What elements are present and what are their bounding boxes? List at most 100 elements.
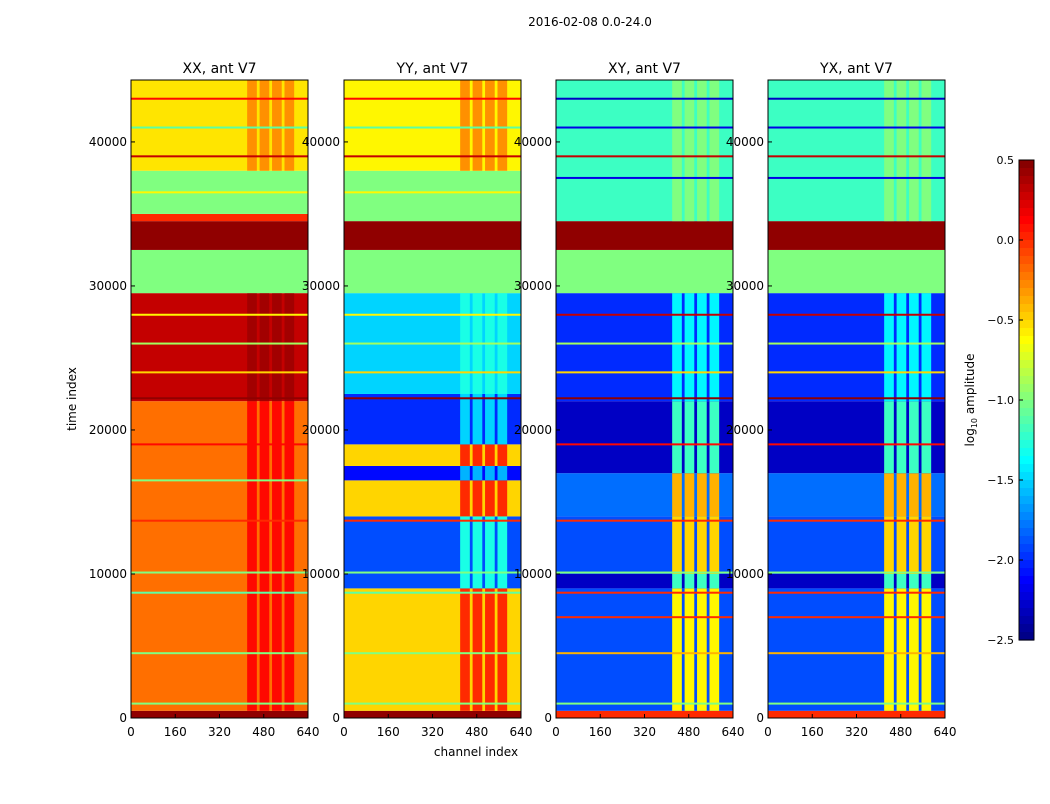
heatmap-rfi-block xyxy=(684,293,695,402)
heatmap-line xyxy=(131,652,308,655)
colorbar-segment xyxy=(1019,528,1034,537)
colorbar-segment xyxy=(1019,520,1034,529)
heatmap-rfi-block xyxy=(472,444,483,466)
panel-title: XY, ant V7 xyxy=(608,61,681,77)
heatmap-rfi-block xyxy=(672,516,682,574)
heatmap-rfi-block xyxy=(896,573,907,589)
x-tick-label: 0 xyxy=(340,725,348,739)
colorbar-segment xyxy=(1019,456,1034,465)
colorbar-segment xyxy=(1019,336,1034,345)
heatmap-panel: XX, ant V7 0 160 320 480 640 0 10000 20000 30000 4… xyxy=(89,61,320,739)
x-tick-label: 480 xyxy=(252,725,275,739)
heatmap-rfi-block xyxy=(896,516,907,574)
heatmap-line xyxy=(556,571,733,574)
x-tick-label: 640 xyxy=(297,725,320,739)
colorbar-tick-label: −2.0 xyxy=(987,554,1014,567)
colorbar-segment xyxy=(1019,304,1034,313)
y-tick-label: 20000 xyxy=(302,423,340,437)
colorbar-segment xyxy=(1019,632,1034,641)
heatmap-rfi-block xyxy=(460,480,470,517)
panel-title: YY, ant V7 xyxy=(396,61,469,77)
colorbar-segment xyxy=(1019,264,1034,273)
x-tick-label: 480 xyxy=(889,725,912,739)
heatmap-rfi-block xyxy=(697,401,707,474)
colorbar-label-sub: 10 xyxy=(970,418,979,428)
heatmap-rfi-block xyxy=(896,80,907,222)
heatmap-rfi-block xyxy=(247,401,257,711)
panels: XX, ant V7 0 160 320 480 640 0 10000 20000 30000 4… xyxy=(89,61,957,739)
colorbar-label: log10 amplitude xyxy=(963,354,979,447)
heatmap-rfi-block xyxy=(884,573,894,589)
heatmap-line xyxy=(131,97,308,100)
heatmap-line xyxy=(768,97,945,100)
heatmap-rfi-block xyxy=(684,401,695,474)
heatmap-panel: YY, ant V7 0 160 320 480 640 0 10000 20000 30000 4… xyxy=(302,61,533,739)
y-tick-label: 40000 xyxy=(726,135,764,149)
heatmap-line xyxy=(131,155,308,158)
x-tick-label: 640 xyxy=(934,725,957,739)
colorbar-segment xyxy=(1019,416,1034,425)
heatmap-line xyxy=(768,313,945,316)
colorbar-segment xyxy=(1019,560,1034,569)
heatmap-line xyxy=(768,397,945,400)
heatmap-line xyxy=(556,702,733,705)
heatmap-rfi-block xyxy=(497,393,508,445)
panel-title: XX, ant V7 xyxy=(183,61,257,77)
x-tick-label: 320 xyxy=(845,725,868,739)
heatmap-line xyxy=(768,591,945,594)
heatmap-rfi-block xyxy=(697,80,707,222)
heatmap-line xyxy=(768,519,945,522)
heatmap-rfi-block xyxy=(485,480,495,517)
heatmap-rfi-block xyxy=(497,80,508,171)
heatmap-line xyxy=(768,571,945,574)
colorbar-segment xyxy=(1019,368,1034,377)
colorbar-tick-label: 0.0 xyxy=(997,234,1015,247)
y-tick-label: 40000 xyxy=(89,135,127,149)
heatmap-rfi-block xyxy=(909,293,919,402)
heatmap-rfi-block xyxy=(884,473,894,517)
heatmap-line xyxy=(344,126,521,129)
heatmap-rfi-block xyxy=(884,80,894,222)
heatmap-rfi-block xyxy=(896,293,907,402)
colorbar-segment xyxy=(1019,544,1034,553)
heatmap-line xyxy=(556,342,733,345)
colorbar-tick-label: −2.5 xyxy=(987,634,1014,647)
heatmap-line xyxy=(344,371,521,374)
heatmap-rfi-block xyxy=(497,444,508,466)
y-tick-label: 0 xyxy=(332,711,340,725)
heatmap-line xyxy=(344,519,521,522)
y-tick-label: 10000 xyxy=(89,567,127,581)
heatmap-rfi-block xyxy=(896,473,907,517)
colorbar-segment xyxy=(1019,376,1034,385)
heatmap-rfi-block xyxy=(284,80,295,171)
heatmap-line xyxy=(131,519,308,522)
heatmap-rfi-block xyxy=(684,473,695,517)
heatmap-rfi-block xyxy=(272,401,282,711)
heatmap-line xyxy=(556,443,733,446)
heatmap-line xyxy=(556,616,733,619)
colorbar-segment xyxy=(1019,288,1034,297)
heatmap-rfi-block xyxy=(709,401,720,474)
heatmap-rfi-block xyxy=(884,588,894,711)
y-tick-label: 20000 xyxy=(726,423,764,437)
colorbar-segment xyxy=(1019,488,1034,497)
heatmap-line xyxy=(344,702,521,705)
heatmap-band xyxy=(556,249,733,294)
heatmap-rfi-block xyxy=(259,80,270,171)
y-tick-label: 0 xyxy=(756,711,764,725)
x-tick-label: 0 xyxy=(127,725,135,739)
heatmap-line xyxy=(768,702,945,705)
heatmap-line xyxy=(556,176,733,179)
y-tick-label: 20000 xyxy=(89,423,127,437)
heatmap-line xyxy=(344,591,521,594)
colorbar-segment xyxy=(1019,600,1034,609)
heatmap-rfi-block xyxy=(472,588,483,711)
heatmap-rfi-block xyxy=(259,401,270,711)
heatmap-rfi-block xyxy=(472,516,483,589)
heatmap-line xyxy=(556,519,733,522)
colorbar-segment xyxy=(1019,512,1034,521)
y-tick-label: 0 xyxy=(544,711,552,725)
x-tick-label: 320 xyxy=(421,725,444,739)
colorbar-label-rest: amplitude xyxy=(963,354,977,418)
heatmap-band xyxy=(131,213,308,222)
